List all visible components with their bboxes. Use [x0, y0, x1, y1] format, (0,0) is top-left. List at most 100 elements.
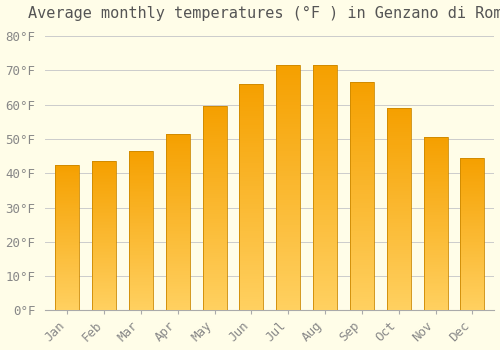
Bar [350, 281, 374, 283]
Bar [460, 176, 484, 178]
Bar [166, 187, 190, 189]
Bar [387, 205, 410, 207]
Bar [387, 193, 410, 195]
Bar [424, 224, 448, 225]
Bar [350, 105, 374, 107]
Bar [202, 166, 226, 168]
Bar [424, 260, 448, 262]
Bar [129, 309, 153, 310]
Bar [166, 287, 190, 289]
Bar [387, 254, 410, 256]
Bar [276, 259, 300, 261]
Bar [387, 207, 410, 209]
Bar [92, 298, 116, 300]
Bar [56, 211, 80, 213]
Bar [387, 211, 410, 213]
Bar [240, 238, 264, 240]
Bar [166, 217, 190, 218]
Bar [129, 154, 153, 156]
Bar [240, 231, 264, 233]
Bar [424, 210, 448, 212]
Bar [129, 168, 153, 170]
Bar [387, 161, 410, 163]
Bar [276, 68, 300, 70]
Bar [240, 179, 264, 181]
Bar [460, 248, 484, 249]
Bar [313, 88, 337, 90]
Bar [276, 279, 300, 281]
Bar [202, 288, 226, 290]
Bar [129, 181, 153, 183]
Bar [424, 205, 448, 206]
Bar [202, 198, 226, 200]
Bar [460, 158, 484, 159]
Bar [129, 164, 153, 165]
Bar [166, 162, 190, 164]
Bar [276, 288, 300, 291]
Bar [166, 261, 190, 262]
Bar [129, 229, 153, 231]
Bar [350, 240, 374, 242]
Bar [350, 178, 374, 181]
Bar [350, 267, 374, 269]
Bar [424, 170, 448, 172]
Bar [313, 183, 337, 186]
Bar [240, 249, 264, 252]
Bar [92, 294, 116, 295]
Bar [350, 301, 374, 303]
Bar [129, 291, 153, 293]
Bar [92, 230, 116, 231]
Bar [387, 197, 410, 199]
Bar [166, 159, 190, 160]
Bar [424, 220, 448, 222]
Bar [129, 261, 153, 262]
Bar [387, 199, 410, 201]
Bar [56, 208, 80, 210]
Bar [202, 168, 226, 170]
Bar [460, 228, 484, 230]
Bar [56, 304, 80, 306]
Bar [129, 253, 153, 254]
Bar [276, 303, 300, 306]
Bar [313, 203, 337, 205]
Bar [92, 209, 116, 210]
Bar [313, 208, 337, 210]
Bar [202, 243, 226, 245]
Bar [92, 181, 116, 182]
Bar [424, 151, 448, 153]
Bar [240, 243, 264, 245]
Bar [276, 193, 300, 195]
Bar [350, 296, 374, 299]
Bar [202, 137, 226, 139]
Bar [460, 234, 484, 236]
Bar [350, 133, 374, 135]
Bar [92, 202, 116, 203]
Bar [350, 114, 374, 117]
Bar [460, 167, 484, 168]
Bar [166, 268, 190, 270]
Bar [313, 296, 337, 298]
Bar [313, 83, 337, 85]
Bar [56, 270, 80, 271]
Bar [424, 191, 448, 192]
Bar [166, 189, 190, 190]
Bar [202, 135, 226, 137]
Bar [276, 203, 300, 205]
Bar [424, 139, 448, 141]
Bar [460, 216, 484, 217]
Bar [56, 246, 80, 248]
Bar [129, 188, 153, 189]
Bar [129, 234, 153, 236]
Bar [56, 207, 80, 208]
Bar [424, 302, 448, 303]
Bar [424, 208, 448, 210]
Bar [424, 153, 448, 155]
Bar [387, 278, 410, 280]
Bar [460, 287, 484, 289]
Bar [240, 193, 264, 195]
Bar [240, 297, 264, 299]
Bar [460, 257, 484, 258]
Bar [350, 174, 374, 176]
Bar [387, 147, 410, 149]
Bar [56, 240, 80, 242]
